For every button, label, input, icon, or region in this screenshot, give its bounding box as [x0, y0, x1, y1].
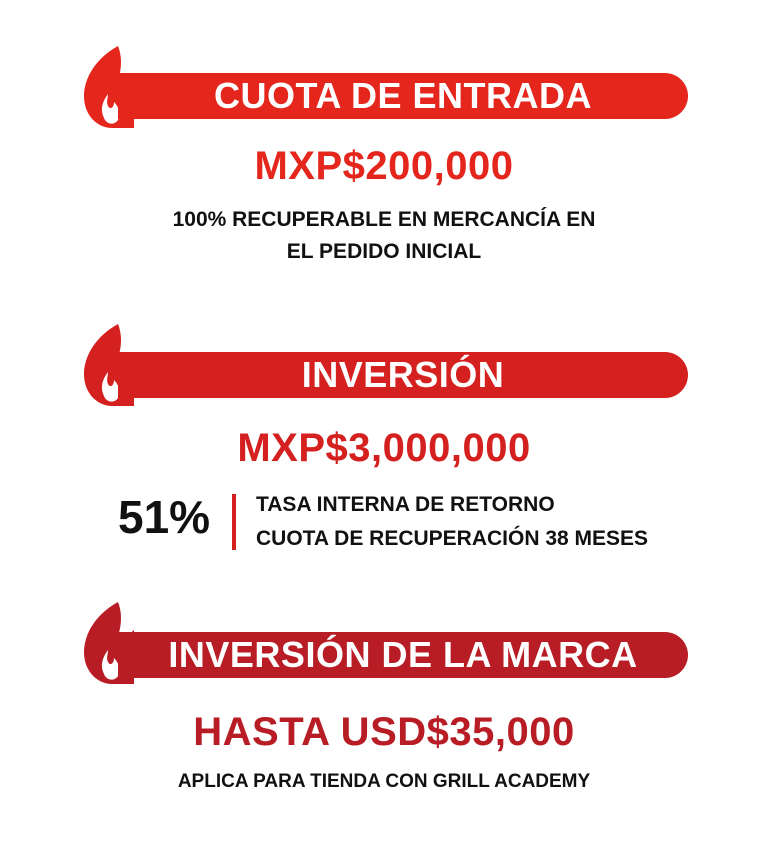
entry-fee-amount: MXP$200,000 — [254, 144, 514, 188]
flame-inner — [101, 650, 120, 680]
entry-fee-note-line2: EL PEDIDO INICIAL — [286, 240, 482, 263]
irr-label: TASA INTERNA DE RETORNO — [256, 493, 555, 516]
stat-divider — [232, 494, 236, 550]
entry-fee-note-line1: 100% RECUPERABLE EN MERCANCÍA EN — [172, 208, 596, 231]
flame-inner — [101, 94, 120, 124]
stat-details: TASA INTERNA DE RETORNO CUOTA DE RECUPER… — [256, 488, 648, 556]
irr-percent: 51% — [118, 491, 211, 543]
brand-investment-note: APLICA PARA TIENDA CON GRILL ACADEMY — [177, 771, 591, 792]
banner-brand-investment: INVERSIÓN DE LA MARCA — [118, 632, 688, 678]
flame-inner — [101, 372, 120, 402]
brand-investment-amount: HASTA USD$35,000 — [193, 710, 575, 754]
investment-amount: MXP$3,000,000 — [237, 426, 531, 470]
banner-title: INVERSIÓN DE LA MARCA — [168, 634, 638, 675]
payback-label: CUOTA DE RECUPERACIÓN 38 MESES — [256, 527, 649, 550]
banner-investment: INVERSIÓN — [118, 352, 688, 398]
banner-title: INVERSIÓN — [301, 354, 505, 395]
banner-title: CUOTA DE ENTRADA — [214, 75, 592, 116]
banner-entry-fee: CUOTA DE ENTRADA — [118, 73, 688, 119]
